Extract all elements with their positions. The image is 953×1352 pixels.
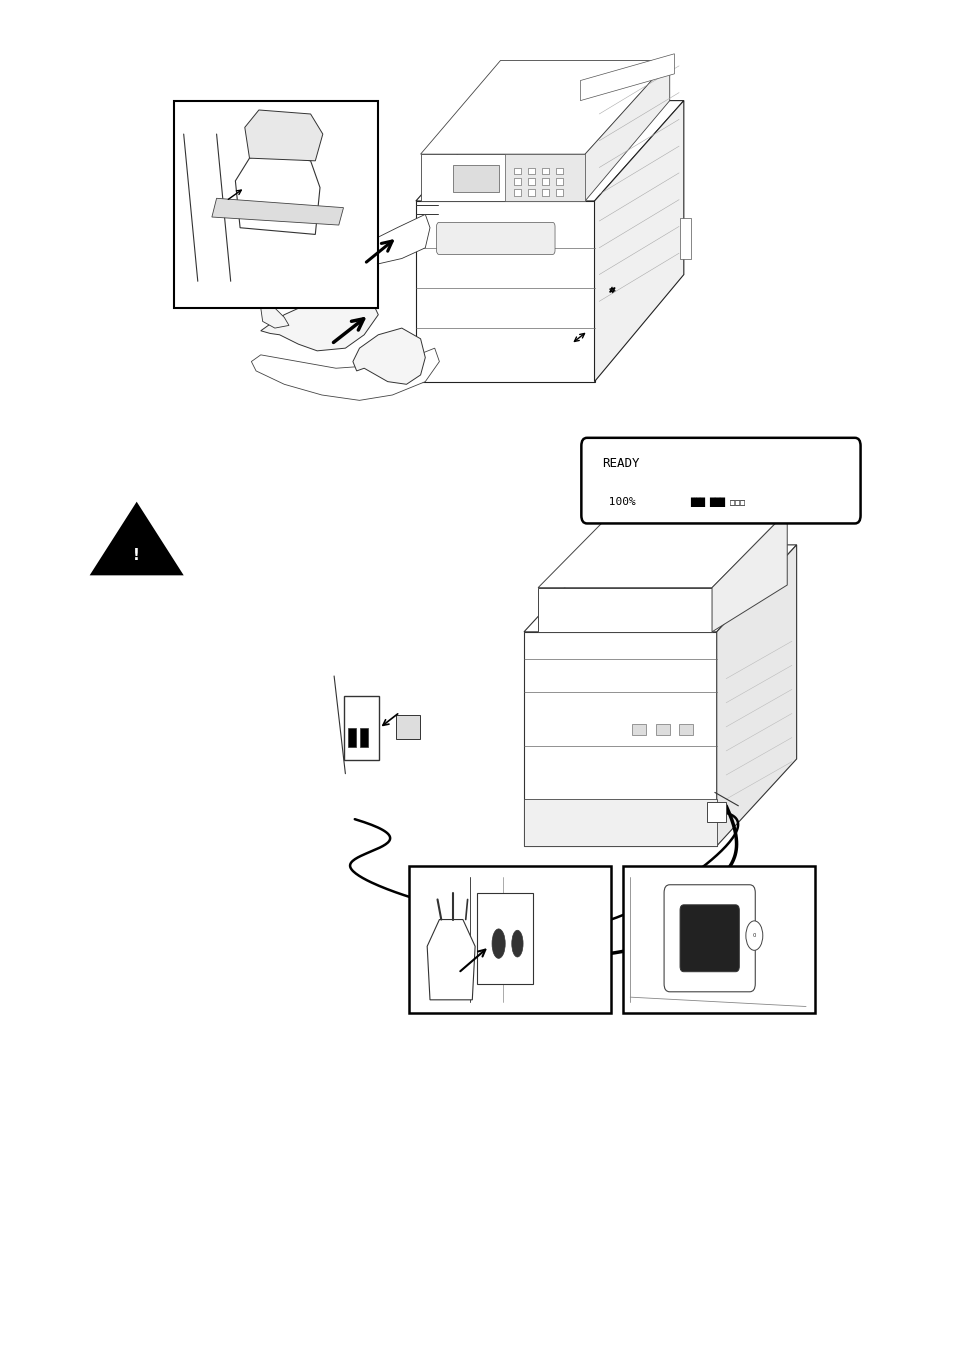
Ellipse shape [511,930,522,957]
FancyBboxPatch shape [679,904,739,972]
Polygon shape [579,54,674,100]
Text: O: O [752,933,755,938]
Polygon shape [613,484,744,511]
Polygon shape [212,199,343,224]
Bar [541,168,549,174]
Polygon shape [584,61,669,201]
FancyBboxPatch shape [580,438,860,523]
Polygon shape [260,301,289,329]
FancyBboxPatch shape [663,884,755,992]
Polygon shape [353,329,425,384]
Polygon shape [335,215,430,264]
Bar [395,715,419,740]
Polygon shape [427,919,475,1000]
Text: READY: READY [601,457,639,469]
Polygon shape [537,511,786,588]
Bar [655,725,669,735]
Bar [174,100,378,308]
Bar [622,867,815,1013]
Polygon shape [711,511,786,631]
Bar [527,168,535,174]
Polygon shape [594,100,683,381]
Polygon shape [716,545,796,846]
Polygon shape [416,100,683,201]
Polygon shape [245,110,322,161]
Polygon shape [251,349,439,400]
Bar [556,189,563,196]
Polygon shape [420,61,669,154]
Text: 100%: 100% [601,498,635,507]
Bar [556,168,563,174]
Bar [476,892,533,984]
Bar [527,178,535,185]
Bar [679,219,691,258]
Polygon shape [505,154,584,201]
Polygon shape [537,588,711,631]
Bar [541,189,549,196]
Polygon shape [260,284,378,350]
Bar [360,729,368,746]
Text: !: ! [133,548,140,562]
Bar [453,165,498,192]
Ellipse shape [745,921,762,950]
Polygon shape [416,201,594,381]
Bar [348,729,355,746]
Polygon shape [235,154,319,234]
Bar [556,178,563,185]
Bar [679,725,693,735]
Polygon shape [523,545,796,631]
Bar [513,168,520,174]
Bar [343,696,379,760]
Bar [541,178,549,185]
Text: ███ ███ □□□: ███ ███ □□□ [690,498,744,507]
Polygon shape [91,504,182,575]
Polygon shape [523,799,716,846]
Polygon shape [523,631,716,846]
Bar [513,178,520,185]
Bar [706,802,725,822]
Bar [513,189,520,196]
Polygon shape [420,154,584,201]
Bar [409,867,611,1013]
Bar [632,725,645,735]
Polygon shape [613,445,781,484]
FancyBboxPatch shape [436,222,555,254]
Ellipse shape [492,929,505,959]
Bar [527,189,535,196]
